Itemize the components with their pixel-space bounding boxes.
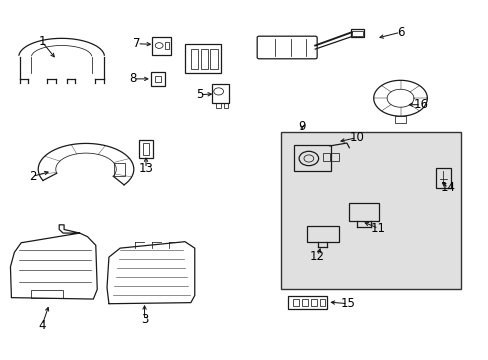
FancyBboxPatch shape: [281, 132, 461, 289]
Text: 9: 9: [298, 120, 305, 133]
Bar: [164, 42, 169, 49]
Bar: [114, 163, 124, 176]
Bar: [293, 299, 299, 306]
Bar: [200, 49, 207, 69]
Bar: [319, 299, 325, 306]
Bar: [151, 72, 164, 86]
Text: 14: 14: [440, 181, 455, 194]
Bar: [435, 168, 450, 188]
Bar: [306, 226, 338, 242]
Text: 8: 8: [129, 72, 137, 85]
Bar: [330, 153, 338, 161]
Bar: [288, 296, 327, 309]
Text: 6: 6: [396, 26, 404, 39]
Text: 3: 3: [141, 313, 148, 327]
Bar: [139, 140, 153, 158]
Bar: [322, 153, 329, 161]
Bar: [302, 299, 307, 306]
Bar: [310, 299, 316, 306]
Bar: [350, 30, 364, 37]
Bar: [223, 103, 228, 108]
Bar: [351, 31, 362, 36]
Bar: [216, 103, 221, 108]
Text: 13: 13: [138, 162, 153, 175]
Text: 2: 2: [29, 170, 36, 183]
Text: 1: 1: [39, 35, 46, 49]
Text: 7: 7: [133, 37, 141, 50]
Text: 12: 12: [309, 249, 325, 262]
Bar: [155, 76, 160, 82]
Text: 11: 11: [370, 222, 386, 235]
Bar: [184, 44, 221, 73]
Bar: [190, 49, 198, 69]
Text: 15: 15: [340, 297, 355, 310]
Bar: [294, 145, 330, 171]
Text: 16: 16: [413, 98, 427, 111]
Bar: [210, 49, 217, 69]
Text: 4: 4: [39, 319, 46, 332]
Bar: [212, 84, 229, 103]
Bar: [348, 203, 378, 221]
Text: 5: 5: [196, 88, 203, 101]
Bar: [152, 37, 171, 55]
Bar: [394, 116, 406, 123]
Bar: [31, 290, 62, 298]
Bar: [143, 143, 149, 155]
Text: 10: 10: [348, 131, 364, 144]
